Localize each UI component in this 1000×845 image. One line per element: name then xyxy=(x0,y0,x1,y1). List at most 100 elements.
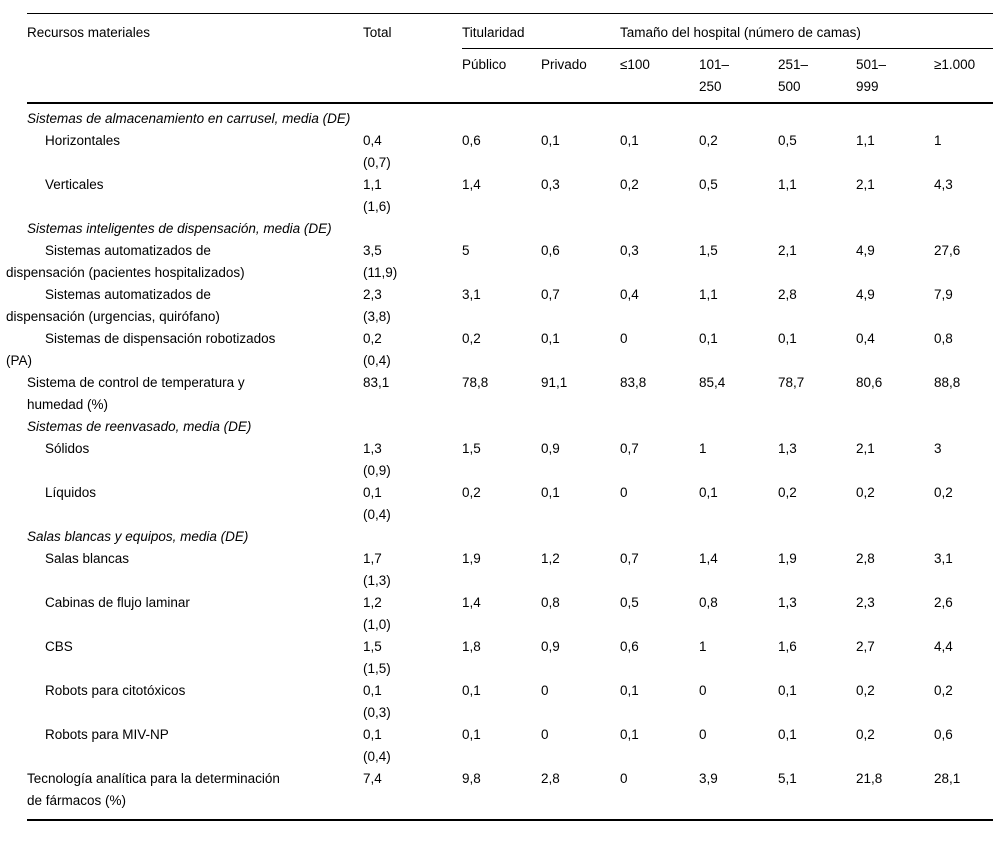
row-label: Robots para MIV-NP xyxy=(27,724,363,768)
row-label-text: Verticales xyxy=(45,177,104,192)
row-label: Salas blancas xyxy=(27,548,363,592)
cell-value: 1,9 xyxy=(778,551,797,566)
cell-value: 85,4 xyxy=(699,375,726,390)
cell-value: 83,8 xyxy=(620,375,647,390)
cell-value: 0,2 xyxy=(462,485,481,500)
cell-value: 0,9 xyxy=(541,639,560,654)
table-row: Líquidos 0,1 (0,4) 0,2 0,1 0 0,1 0,2 0,2 0,2 xyxy=(27,482,993,526)
cell-value: 2,3 xyxy=(856,595,875,610)
cell-value: 1,9 xyxy=(462,551,481,566)
row-label: CBS xyxy=(27,636,363,680)
col-header: ≥1.000 xyxy=(934,48,994,104)
cell-value: 80,6 xyxy=(856,375,883,390)
table-row: CBS 1,5 (1,5) 1,8 0,9 0,6 1 1,6 2,7 4,4 xyxy=(27,636,993,680)
cell-total: 0,4 (0,7) xyxy=(363,133,391,170)
row-label-text: Sistemas automatizados de dispensación (… xyxy=(6,243,245,280)
row-label-text: Horizontales xyxy=(45,133,121,148)
row-label-text: Sólidos xyxy=(45,441,90,456)
cell-value: 1,8 xyxy=(462,639,481,654)
cell-value: 28,1 xyxy=(934,771,961,786)
cell-value: 0,1 xyxy=(541,331,560,346)
cell-total: 0,2 (0,4) xyxy=(363,331,391,368)
row-label-text: Líquidos xyxy=(45,485,97,500)
cell-value: 0,1 xyxy=(462,727,481,742)
cell-total: 2,3 (3,8) xyxy=(363,287,391,324)
resources-table: Recursos materiales Total Titularidad Ta… xyxy=(6,13,994,821)
cell-value: 0 xyxy=(541,683,549,698)
cell-value: 0 xyxy=(699,683,707,698)
table-container: Recursos materiales Total Titularidad Ta… xyxy=(6,13,994,821)
row-label: Sistema de control de temperatura y hume… xyxy=(27,375,245,412)
table-row: Robots para citotóxicos 0,1 (0,3) 0,1 0 0,1 0… xyxy=(27,680,993,724)
cell-value: 1,5 xyxy=(699,243,718,258)
table-row: Sistema de control de temperatura y hume… xyxy=(27,372,993,416)
cell-value: 91,1 xyxy=(541,375,568,390)
cell-value: 0 xyxy=(620,331,628,346)
table-row: Salas blancas y equipos, media (DE) xyxy=(27,526,993,548)
cell-value: 0,6 xyxy=(541,243,560,258)
cell-value: 4,3 xyxy=(934,177,953,192)
group-header-titularidad: Titularidad xyxy=(462,13,620,49)
cell-value: 0,2 xyxy=(934,485,953,500)
cell-value: 0,4 xyxy=(856,331,875,346)
cell-value: 0,7 xyxy=(620,441,639,456)
cell-value: 0,1 xyxy=(699,485,718,500)
cell-value: 0,1 xyxy=(778,727,797,742)
cell-value: 0,4 xyxy=(620,287,639,302)
row-label-text: CBS xyxy=(45,639,73,654)
cell-value: 0,2 xyxy=(620,177,639,192)
table-row: Tecnología analítica para la determinaci… xyxy=(27,768,993,820)
cell-value: 78,7 xyxy=(778,375,805,390)
cell-value: 7,9 xyxy=(934,287,953,302)
cell-value: 0,3 xyxy=(620,243,639,258)
col-header-recursos-materiales: Recursos materiales xyxy=(27,13,363,104)
cell-value: 0,1 xyxy=(620,727,639,742)
cell-value: 0,7 xyxy=(620,551,639,566)
cell-value: 0,1 xyxy=(541,133,560,148)
cell-value: 2,8 xyxy=(541,771,560,786)
cell-value: 0,6 xyxy=(620,639,639,654)
table-row: Salas blancas 1,7 (1,3) 1,9 1,2 0,7 1,4 1,9 2,8… xyxy=(27,548,993,592)
row-label: Cabinas de flujo laminar xyxy=(27,592,363,636)
row-label: Sólidos xyxy=(27,438,363,482)
cell-value: 3,1 xyxy=(462,287,481,302)
cell-value: 0,8 xyxy=(541,595,560,610)
cell-value: 3,1 xyxy=(934,551,953,566)
cell-value: 0,2 xyxy=(856,485,875,500)
table-row: Sistemas inteligentes de dispensación, m… xyxy=(27,218,993,240)
row-label-text: Robots para MIV-NP xyxy=(45,727,169,742)
cell-total: 0,1 (0,4) xyxy=(363,485,391,522)
section-label: Salas blancas y equipos, media (DE) xyxy=(27,529,249,544)
cell-value: 2,6 xyxy=(934,595,953,610)
table-row: Sistemas de almacenamiento en carrusel, … xyxy=(27,103,993,130)
cell-value: 1 xyxy=(699,441,707,456)
col-header: 251– 500 xyxy=(778,48,856,104)
cell-value: 4,4 xyxy=(934,639,953,654)
cell-value: 21,8 xyxy=(856,771,883,786)
cell-value: 1,1 xyxy=(699,287,718,302)
cell-value: 1,2 xyxy=(541,551,560,566)
cell-value: 1 xyxy=(699,639,707,654)
row-label: Tecnología analítica para la determinaci… xyxy=(27,771,280,808)
cell-value: 1,4 xyxy=(462,595,481,610)
cell-value: 1,4 xyxy=(699,551,718,566)
cell-value: 3,9 xyxy=(699,771,718,786)
cell-value: 0 xyxy=(541,727,549,742)
section-label: Sistemas de almacenamiento en carrusel, … xyxy=(27,111,351,126)
row-label: Líquidos xyxy=(27,482,363,526)
table-header: Recursos materiales Total Titularidad Ta… xyxy=(27,13,994,104)
table-row: Sistemas automatizados de dispensación (… xyxy=(6,284,993,328)
row-label: Sistemas automatizados de dispensación (… xyxy=(6,240,363,284)
cell-value: 9,8 xyxy=(462,771,481,786)
table-row: Sistemas de reenvasado, media (DE) xyxy=(27,416,993,438)
cell-value: 0,5 xyxy=(620,595,639,610)
table-row: Verticales 1,1 (1,6) 1,4 0,3 0,2 0,5 1,1 2,1 4,3 xyxy=(27,174,993,218)
cell-value: 0 xyxy=(620,485,628,500)
cell-value: 0,2 xyxy=(856,683,875,698)
col-header: 501– 999 xyxy=(856,48,934,104)
cell-total: 0,1 (0,4) xyxy=(363,727,391,764)
cell-value: 1 xyxy=(934,133,942,148)
cell-value: 2,1 xyxy=(856,177,875,192)
cell-value: 1,5 xyxy=(462,441,481,456)
table-row: Sistemas automatizados de dispensación (… xyxy=(6,240,993,284)
